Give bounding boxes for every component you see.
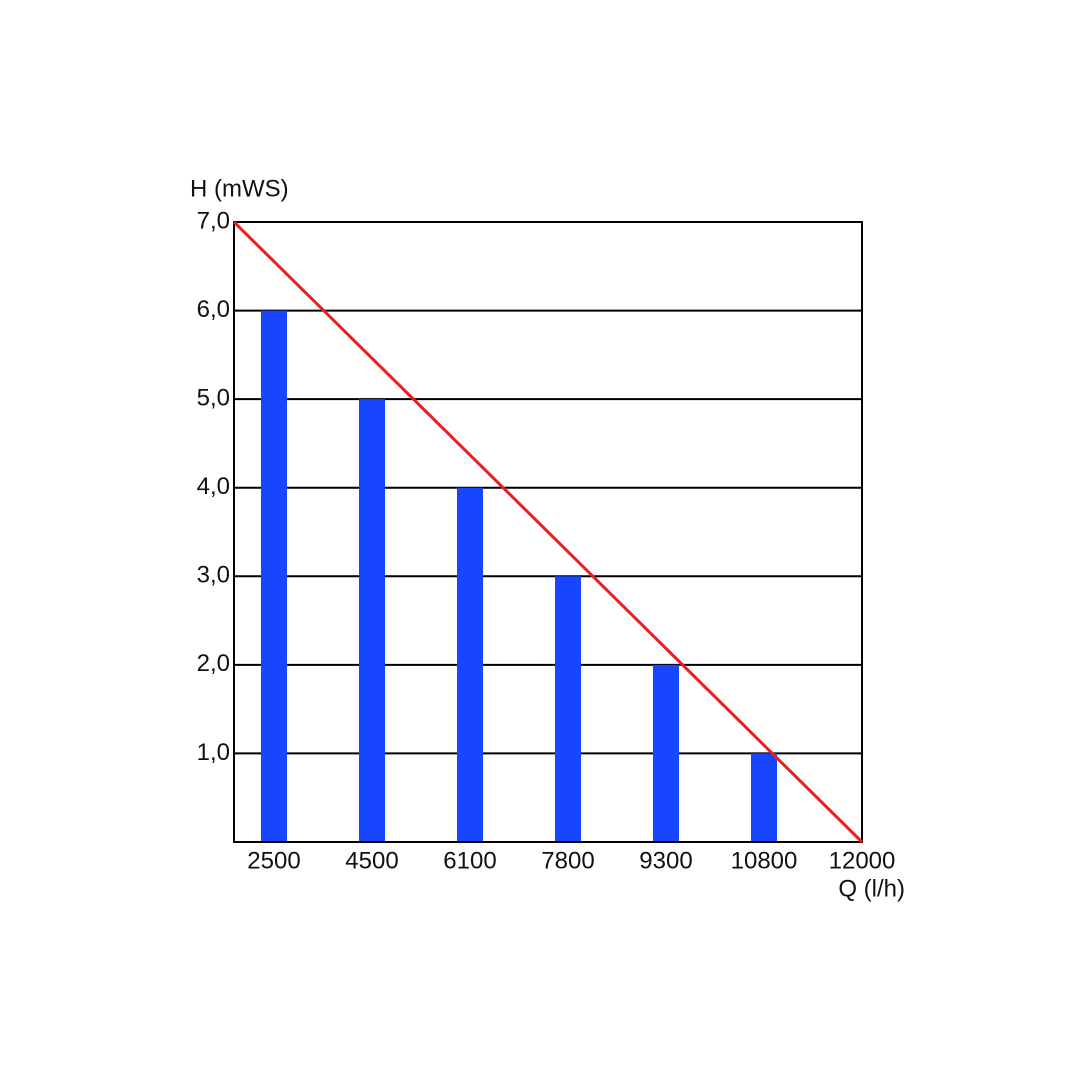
y-tick-label: 4,0	[197, 473, 230, 500]
x-tick-label: 9300	[639, 847, 692, 874]
x-tick-label: 7800	[541, 847, 594, 874]
plot-frame	[233, 221, 863, 843]
y-axis-label: H (mWS)	[190, 175, 289, 202]
x-tick-label: 10800	[731, 847, 798, 874]
y-tick-label: 1,0	[197, 739, 230, 766]
bar	[751, 753, 777, 842]
y-tick-label: 5,0	[197, 384, 230, 411]
bar	[457, 487, 483, 842]
bar	[653, 664, 679, 842]
bar	[555, 576, 581, 842]
x-tick-label: 2500	[247, 847, 300, 874]
bar	[359, 399, 385, 842]
bar	[261, 310, 287, 843]
x-tick-label: 12000	[829, 847, 896, 874]
y-tick-label: 2,0	[197, 650, 230, 677]
x-axis-label: Q (l/h)	[838, 875, 905, 902]
y-tick-label: 7,0	[197, 207, 230, 234]
y-tick-label: 6,0	[197, 296, 230, 323]
line	[232, 220, 864, 844]
x-tick-label: 6100	[443, 847, 496, 874]
x-tick-label: 4500	[345, 847, 398, 874]
y-tick-label: 3,0	[197, 562, 230, 589]
